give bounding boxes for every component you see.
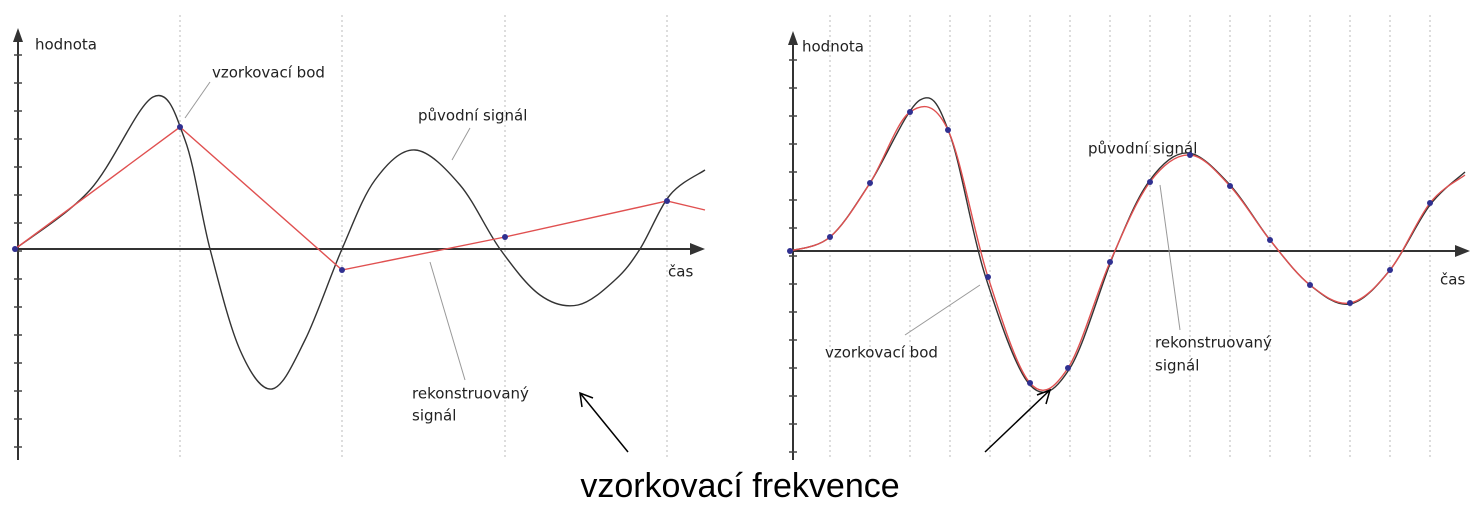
sample-point [827,234,833,240]
sample-point [985,274,991,280]
leader [429,261,466,381]
y-axis-label: hodnota [35,36,97,54]
y-axis-label: hodnota [802,38,864,56]
sample-point [502,234,508,240]
reconstructed-signal [14,126,706,271]
sample-point [945,127,951,133]
original-signal-label: původní signál [1088,140,1197,158]
sample-point [1267,237,1273,243]
panel-high-rate: hodnota čas vzorkovací bod původní signá… [787,15,1470,460]
sample-point [12,246,18,252]
sample-point-label: vzorkovací bod [825,344,938,362]
sample-point [1147,179,1153,185]
sample-point [787,248,793,254]
sample-point [1427,200,1433,206]
leader [451,127,471,161]
sample-point [1065,365,1071,371]
panel-low-rate: hodnota čas vzorkovací bod původní signá… [12,15,706,460]
leader [1159,184,1181,331]
x-arrow [1455,245,1470,257]
sample-point [1027,380,1033,386]
original-signal [14,94,706,390]
sample-point [907,109,913,115]
reconstructed-signal-label: signál [412,407,456,425]
arrow [984,389,1051,453]
sample-point [177,124,183,130]
caption: vzorkovací frekvence [580,467,899,505]
x-axis-label: čas [1440,271,1465,289]
reconstructed-signal-label: rekonstruovaný [412,385,529,403]
sample-point [1387,267,1393,273]
sample-point [339,267,345,273]
sample-point [1187,152,1193,158]
reconstructed-signal-label: rekonstruovaný [1155,334,1272,352]
leader [184,81,211,119]
y-arrow [13,28,23,42]
sample-point [1307,282,1313,288]
sample-point [1347,300,1353,306]
sample-point [664,198,670,204]
x-axis-label: čas [668,263,693,281]
arrow [579,392,629,453]
reconstructed-signal-label: signál [1155,357,1199,375]
x-arrow [690,243,705,255]
arrow-head [579,391,594,408]
arrow-head [1036,388,1052,405]
original-signal-label: původní signál [418,107,527,125]
sample-point-label: vzorkovací bod [212,64,325,82]
sample-point [867,180,873,186]
leader [904,284,981,336]
y-arrow [788,31,798,45]
sample-point [1107,259,1113,265]
sample-point [1227,183,1233,189]
